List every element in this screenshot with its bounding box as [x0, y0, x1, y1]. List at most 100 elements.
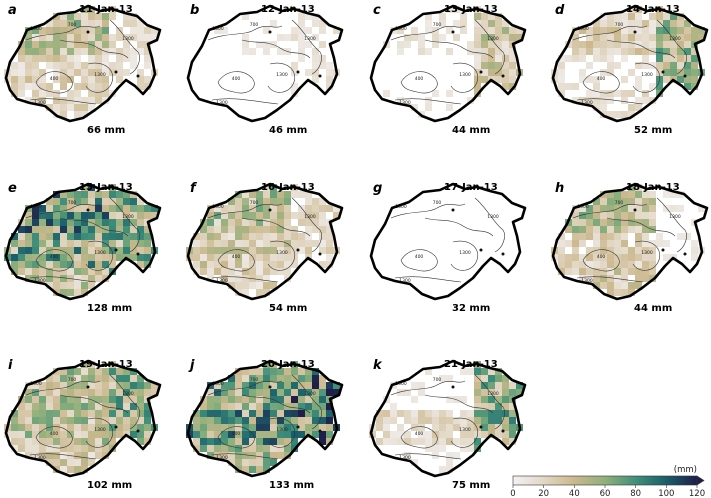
precip-cell — [270, 261, 277, 268]
precip-cell — [677, 191, 684, 198]
precip-cell — [586, 254, 593, 261]
precip-cell — [25, 48, 32, 55]
precip-cell — [390, 410, 397, 417]
precip-cell — [235, 261, 242, 268]
precip-cell — [474, 41, 481, 48]
precip-cell — [123, 191, 130, 198]
precip-cell — [130, 382, 137, 389]
precip-cell — [607, 282, 614, 289]
precip-cell — [88, 275, 95, 282]
precip-cell — [95, 424, 102, 431]
precip-cell — [249, 424, 256, 431]
precip-cell — [74, 375, 81, 382]
precip-cell — [67, 368, 74, 375]
precip-cell — [67, 191, 74, 198]
precip-cell — [32, 275, 39, 282]
precip-cell — [81, 20, 88, 27]
contour-line — [109, 19, 140, 75]
precip-cell — [642, 205, 649, 212]
precip-cell — [74, 261, 81, 268]
precip-cell — [263, 226, 270, 233]
precip-cell — [95, 34, 102, 41]
precip-cell — [95, 410, 102, 417]
contour-line — [582, 249, 620, 272]
precip-cell — [256, 438, 263, 445]
precip-cell — [270, 205, 277, 212]
precip-cell — [256, 41, 263, 48]
precip-cell — [123, 212, 130, 219]
precip-cell — [474, 438, 481, 445]
precip-cell — [214, 389, 221, 396]
precip-cell — [579, 254, 586, 261]
precip-cell — [270, 403, 277, 410]
panel-total: 54 mm — [269, 303, 307, 314]
precip-cell — [74, 410, 81, 417]
precip-cell — [151, 212, 158, 219]
precip-cell — [81, 97, 88, 104]
precip-cell — [74, 417, 81, 424]
precip-cell — [249, 48, 256, 55]
precip-cell — [270, 212, 277, 219]
precip-cell — [88, 375, 95, 382]
precip-cell — [39, 226, 46, 233]
precip-cell — [600, 34, 607, 41]
precip-cell — [95, 62, 102, 69]
precip-cell — [207, 452, 214, 459]
precip-cell — [18, 410, 25, 417]
precip-cell — [102, 438, 109, 445]
precip-cell — [235, 459, 242, 466]
precip-cell — [74, 13, 81, 20]
precip-cell — [116, 62, 123, 69]
precip-cell — [102, 90, 109, 97]
panel-letter: f — [190, 181, 198, 196]
precip-cell — [116, 76, 123, 83]
basin-outline — [4, 182, 162, 301]
precip-cell — [305, 13, 312, 20]
basin-outline — [551, 4, 709, 123]
precip-cell — [60, 104, 67, 111]
precip-cell — [67, 233, 74, 240]
precip-cell — [130, 34, 137, 41]
precip-cell — [95, 275, 102, 282]
precip-cell — [46, 90, 53, 97]
precip-cell — [305, 27, 312, 34]
panel-total: 44 mm — [452, 125, 490, 136]
precip-cell — [81, 205, 88, 212]
contour-label: 1300 — [122, 214, 134, 220]
precip-cell — [284, 212, 291, 219]
contour-label: 1300 — [304, 214, 316, 220]
precip-cell — [474, 417, 481, 424]
precip-cell — [502, 76, 509, 83]
precip-cell — [109, 198, 116, 205]
contour-line — [207, 203, 283, 219]
precip-cell — [60, 254, 67, 261]
precip-cell — [305, 375, 312, 382]
precip-cell — [207, 396, 214, 403]
precip-cell — [144, 240, 151, 247]
precip-cell — [572, 247, 579, 254]
precip-cell — [137, 240, 144, 247]
precip-cell — [116, 34, 123, 41]
precip-cell — [249, 466, 256, 473]
precip-cell — [81, 48, 88, 55]
precip-cell — [586, 233, 593, 240]
precip-cell — [25, 275, 32, 282]
precip-cell — [25, 438, 32, 445]
precip-cell — [298, 41, 305, 48]
precip-cell — [95, 254, 102, 261]
precip-cell — [607, 34, 614, 41]
precip-cell — [635, 76, 642, 83]
precip-cell — [214, 268, 221, 275]
precip-cell — [102, 212, 109, 219]
precip-cell — [60, 62, 67, 69]
precip-cell — [235, 219, 242, 226]
precip-cell — [481, 389, 488, 396]
precip-cell — [109, 69, 116, 76]
precip-cell — [74, 431, 81, 438]
precip-cell — [242, 261, 249, 268]
precip-cell — [495, 34, 502, 41]
precip-cell — [446, 459, 453, 466]
precip-cell — [53, 55, 60, 62]
precip-cell — [116, 417, 123, 424]
contour-line — [85, 62, 114, 93]
